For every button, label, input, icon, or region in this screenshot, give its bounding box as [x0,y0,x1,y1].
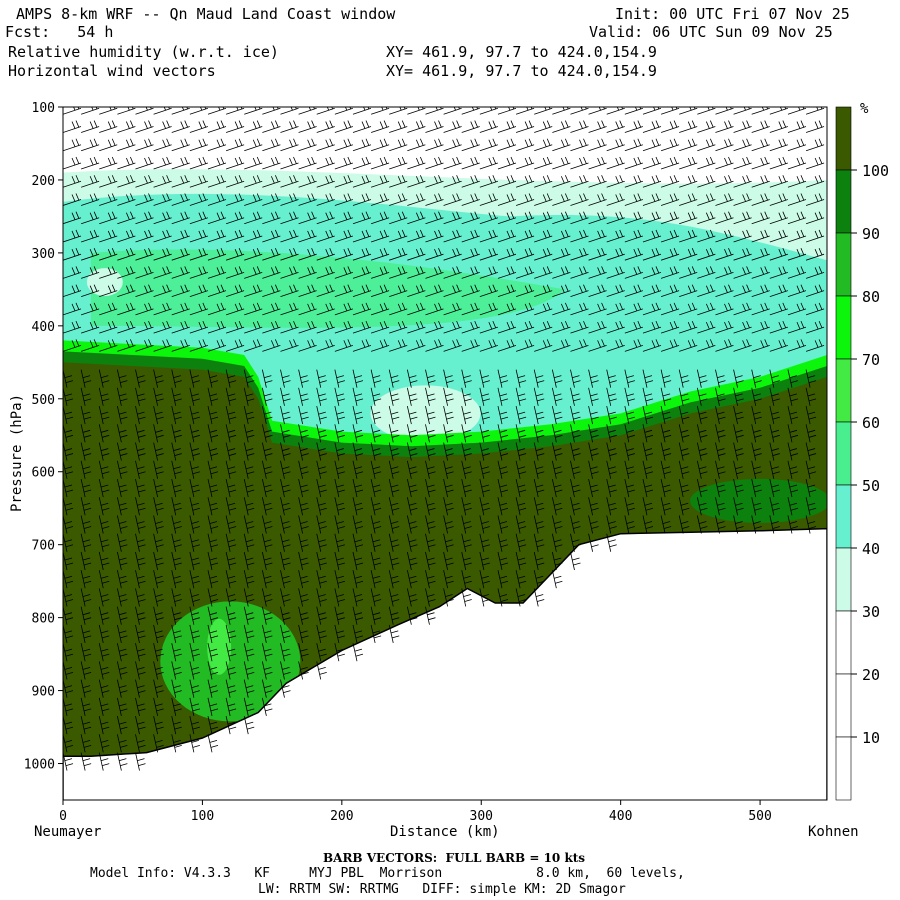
valid-time: Valid: 06 UTC Sun 09 Nov 25 [589,23,833,41]
x-tick-label: 400 [609,809,632,824]
y-tick-label: 300 [32,247,55,262]
colorbar-label: 40 [862,540,880,558]
y-tick-label: 600 [32,466,55,481]
colorbar-segment [835,736,852,801]
x-axis-label: Distance (km) [390,824,500,840]
rh-band-50-60 [90,249,565,328]
y-tick-label: 500 [32,393,55,408]
colorbar-label: 60 [862,414,880,432]
x-tick-label: 0 [59,809,67,824]
colorbar-segment [835,421,852,486]
colorbar-segment [835,106,852,171]
y-axis-label: Pressure (hPa) [9,393,26,513]
terrain [63,527,827,800]
barb-note: BARB VECTORS: FULL BARB = 10 kts [323,851,586,865]
y-tick-label: 900 [32,685,55,700]
colorbar-segment [835,232,852,297]
right-endpoint-label: Kohnen [808,824,859,840]
y-tick-label: 800 [32,612,55,627]
colorbar-segment [835,547,852,612]
model-info-line2: LW: RRTM SW: RRTMG DIFF: simple KM: 2D S… [258,882,626,897]
colorbar-segment [835,484,852,549]
xy-coords-2: XY= 461.9, 97.7 to 424.0,154.9 [386,62,657,80]
colorbar-label: 90 [862,225,880,243]
colorbar-label: 70 [862,351,880,369]
colorbar-label: 20 [862,666,880,684]
wind-barbs [63,107,825,771]
plot-frame [62,106,828,801]
rh-pocket-core [207,618,232,675]
x-tick-label: 500 [748,809,771,824]
colorbar-segment [835,358,852,423]
colorbar-unit: % [860,101,869,117]
left-endpoint-label: Neumayer [34,824,102,840]
model-info-line1: Model Info: V4.3.3 KF MYJ PBL Morrison 8… [90,866,685,881]
colorbar-segment [835,169,852,234]
y-tick-label: 700 [32,539,55,554]
x-tick-label: 100 [191,809,214,824]
chart-title: AMPS 8-km WRF -- Qn Maud Land Coast wind… [16,5,396,23]
humidity-field [63,107,827,800]
xy-coords-1: XY= 461.9, 97.7 to 424.0,154.9 [386,43,657,61]
y-tick-label: 100 [32,101,55,116]
forecast-hour: Fcst: 54 h [5,23,114,41]
colorbar-label: 10 [862,729,880,747]
y-tick-label: 200 [32,174,55,189]
x-tick-label: 300 [470,809,493,824]
init-time: Init: 00 UTC Fri 07 Nov 25 [615,5,850,23]
x-tick-label: 200 [330,809,353,824]
colorbar-segment [835,673,852,738]
rh-pocket-right [690,478,827,523]
field-label-wind: Horizontal wind vectors [8,62,216,80]
field-label-humidity: Relative humidity (w.r.t. ice) [8,43,279,61]
colorbar-segment [835,610,852,675]
colorbar-label: 30 [862,603,880,621]
y-tick-label: 1000 [24,758,55,773]
colorbar-label: 100 [862,162,889,180]
colorbar-label: 50 [862,477,880,495]
colorbar-segment [835,295,852,360]
y-tick-label: 400 [32,320,55,335]
colorbar-label: 80 [862,288,880,306]
